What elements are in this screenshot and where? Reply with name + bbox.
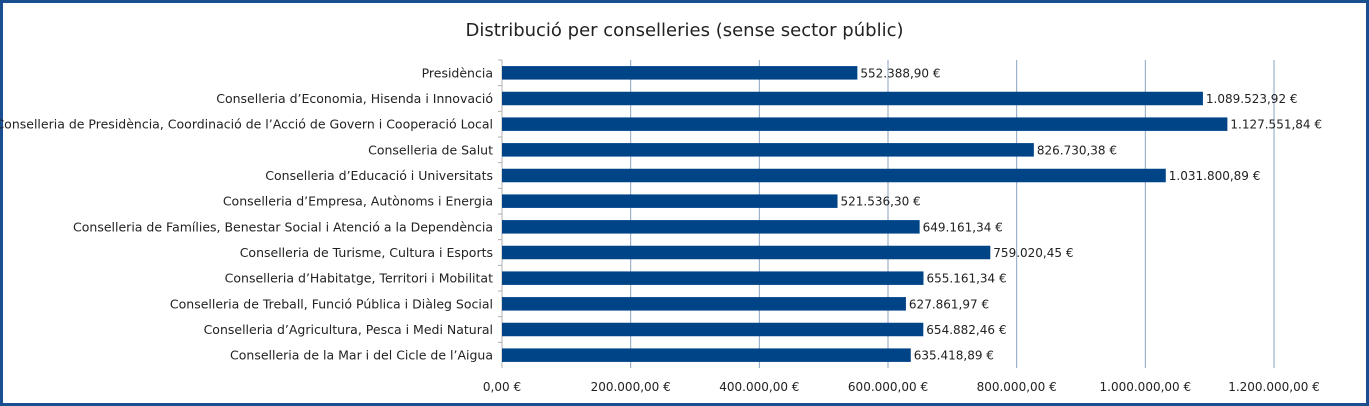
category-label: Conselleria de Famílies, Benestar Social… [73, 219, 493, 234]
bar [502, 66, 858, 80]
category-label: Conselleria d’Empresa, Autònoms i Energi… [223, 194, 493, 209]
category-label: Conselleria de Presidència, Coordinació … [0, 117, 493, 132]
x-tick-label: 800.000,00 € [977, 380, 1057, 394]
data-label: 654.882,46 € [926, 323, 1006, 337]
bar [502, 194, 838, 208]
bar [502, 91, 1203, 106]
bar [502, 220, 920, 234]
bar [502, 245, 991, 260]
category-label: Conselleria d’Habitatge, Territori i Mob… [225, 271, 493, 286]
data-label: 627.861,97 € [909, 297, 989, 311]
x-tick-label: 0,00 € [483, 380, 521, 394]
data-label: 1.127.551,84 € [1230, 118, 1322, 132]
bar [502, 117, 1228, 131]
x-tick-label: 600.000,00 € [848, 380, 928, 394]
category-label: Conselleria de Turisme, Cultura i Esport… [240, 245, 493, 260]
chart-title: Distribució per conselleries (sense sect… [465, 20, 904, 41]
bar [502, 348, 911, 362]
category-label: Conselleria de Treball, Funció Pública i… [170, 296, 493, 311]
data-label: 759.020,45 € [993, 246, 1073, 260]
data-label: 1.089.523,92 € [1206, 92, 1298, 106]
data-label: 635.418,89 € [914, 349, 994, 363]
x-tick-label: 200.000,00 € [591, 380, 671, 394]
category-label: Conselleria d’Agricultura, Pesca i Medi … [204, 322, 493, 337]
data-label: 655.161,34 € [926, 272, 1006, 286]
category-label: Conselleria de la Mar i del Cicle de l’A… [230, 348, 493, 363]
data-label: 552.388,90 € [860, 66, 940, 80]
data-label: 826.730,38 € [1037, 143, 1117, 157]
category-label: Conselleria d’Educació i Universitats [265, 168, 493, 183]
category-label: Conselleria d’Economia, Hisenda i Innova… [216, 91, 493, 106]
x-tick-label: 1.200.000,00 € [1228, 380, 1320, 394]
bar [502, 271, 924, 285]
bar [502, 143, 1034, 157]
x-tick-label: 400.000,00 € [719, 380, 799, 394]
category-label: Presidència [422, 65, 493, 80]
bar [502, 297, 906, 311]
data-label: 649.161,34 € [923, 220, 1003, 234]
x-tick-label: 1.000.000,00 € [1100, 380, 1192, 394]
bar [502, 322, 924, 337]
data-label: 1.031.800,89 € [1169, 169, 1261, 183]
bar [502, 168, 1166, 183]
category-label: Conselleria de Salut [368, 142, 493, 157]
data-label: 521.536,30 € [841, 195, 921, 209]
